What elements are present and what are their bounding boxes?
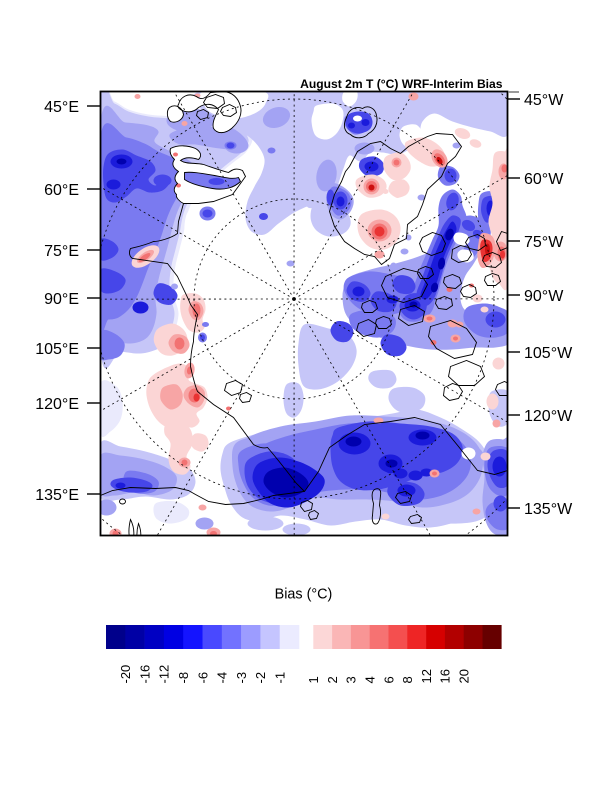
- svg-text:6: 6: [381, 676, 396, 683]
- svg-text:12: 12: [419, 669, 434, 683]
- svg-text:45°W: 45°W: [524, 92, 564, 109]
- svg-text:120°E: 120°E: [35, 396, 79, 413]
- svg-text:2: 2: [325, 676, 340, 683]
- svg-text:75°W: 75°W: [524, 234, 564, 251]
- svg-text:120°W: 120°W: [524, 408, 573, 425]
- svg-text:Bias (°C): Bias (°C): [275, 587, 333, 603]
- svg-text:-6: -6: [195, 672, 210, 684]
- svg-text:-3: -3: [234, 672, 249, 684]
- svg-text:105°E: 105°E: [35, 341, 79, 358]
- svg-text:-4: -4: [215, 672, 230, 684]
- svg-text:105°W: 105°W: [524, 345, 573, 362]
- svg-text:135°E: 135°E: [35, 487, 79, 504]
- svg-text:-1: -1: [273, 672, 288, 684]
- svg-text:60°E: 60°E: [44, 182, 79, 199]
- svg-text:-16: -16: [137, 665, 152, 684]
- svg-text:-8: -8: [176, 672, 191, 684]
- svg-text:90°W: 90°W: [524, 288, 564, 305]
- svg-text:135°W: 135°W: [524, 501, 573, 518]
- svg-text:20: 20: [457, 669, 472, 683]
- svg-text:60°W: 60°W: [524, 171, 564, 188]
- svg-text:August 2m T (°C) WRF-Interim B: August 2m T (°C) WRF-Interim Bias: [300, 77, 503, 91]
- svg-text:-20: -20: [118, 665, 133, 684]
- svg-text:75°E: 75°E: [44, 243, 79, 260]
- svg-text:4: 4: [363, 676, 378, 683]
- svg-text:8: 8: [400, 676, 415, 683]
- svg-text:1: 1: [306, 676, 321, 683]
- svg-text:16: 16: [438, 669, 453, 683]
- svg-text:90°E: 90°E: [44, 291, 79, 308]
- svg-text:-2: -2: [253, 672, 268, 684]
- svg-text:3: 3: [344, 676, 359, 683]
- svg-text:-12: -12: [157, 665, 172, 684]
- svg-text:45°E: 45°E: [44, 99, 79, 116]
